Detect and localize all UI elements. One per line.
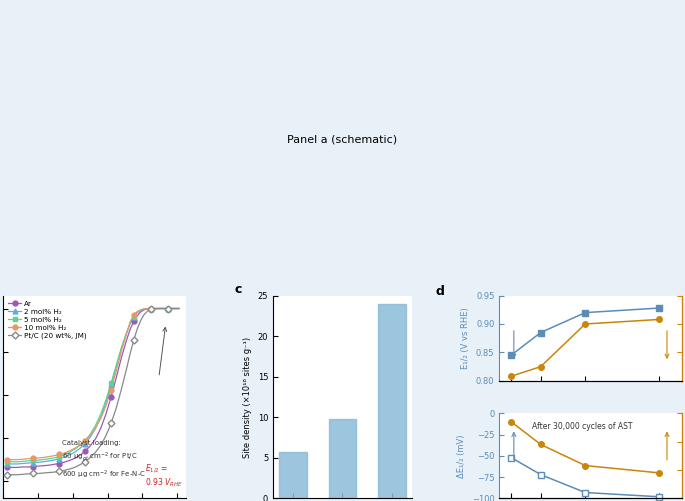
Bar bbox=[329, 419, 356, 498]
Text: d: d bbox=[436, 286, 445, 298]
Text: Panel a (schematic): Panel a (schematic) bbox=[288, 134, 397, 144]
Text: After 30,000 cycles of AST: After 30,000 cycles of AST bbox=[532, 422, 632, 431]
Text: c: c bbox=[234, 284, 242, 297]
Y-axis label: E₁/₂ (V vs RHE): E₁/₂ (V vs RHE) bbox=[461, 307, 471, 369]
Bar bbox=[378, 304, 406, 498]
Y-axis label: ΔE₁/₂ (mV): ΔE₁/₂ (mV) bbox=[457, 434, 466, 477]
Bar bbox=[279, 452, 307, 498]
Text: Catalyst loading:
60 μg$_{pt}$ cm$^{-2}$ for Pt/C
600 μg cm$^{-2}$ for Fe-N-C: Catalyst loading: 60 μg$_{pt}$ cm$^{-2}$… bbox=[62, 440, 146, 480]
Text: $E_{1/2}$ =
0.93 $V_{RHE}$: $E_{1/2}$ = 0.93 $V_{RHE}$ bbox=[145, 462, 183, 489]
Y-axis label: Site density (×10¹⁶ sites g⁻¹): Site density (×10¹⁶ sites g⁻¹) bbox=[243, 337, 252, 457]
Legend: Ar, 2 mol% H₂, 5 mol% H₂, 10 mol% H₂, Pt/C (20 wt%, JM): Ar, 2 mol% H₂, 5 mol% H₂, 10 mol% H₂, Pt… bbox=[7, 299, 88, 341]
